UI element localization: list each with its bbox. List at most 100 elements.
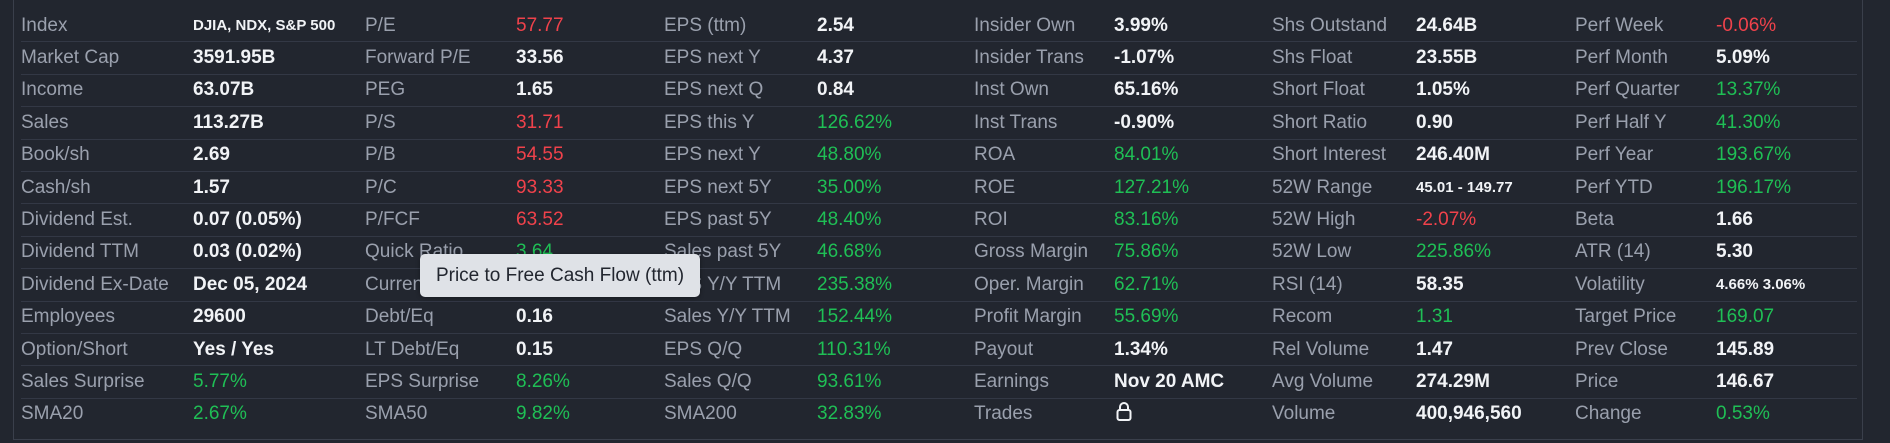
metric-label[interactable]: Short Ratio	[1272, 106, 1416, 140]
metric-label[interactable]: Target Price	[1575, 301, 1716, 334]
metric-value[interactable]: 84.01%	[1114, 139, 1272, 172]
metric-label[interactable]: Forward P/E	[365, 41, 516, 75]
metric-label[interactable]: Market Cap	[21, 41, 193, 75]
metric-value[interactable]: 1.47	[1416, 333, 1575, 367]
metric-value[interactable]: 1.31	[1416, 301, 1575, 334]
metric-value[interactable]: 54.55	[516, 139, 664, 172]
metric-label[interactable]: Shs Outstand	[1272, 10, 1416, 43]
metric-value[interactable]: 5.30	[1716, 236, 1857, 270]
metric-label[interactable]: P/B	[365, 139, 516, 172]
metric-value[interactable]: 274.29M	[1416, 365, 1575, 399]
metric-value[interactable]: 126.62%	[817, 106, 974, 140]
metric-label[interactable]: ATR (14)	[1575, 236, 1716, 270]
metric-value[interactable]: 2.69	[193, 139, 365, 172]
metric-value[interactable]: 2.54	[817, 10, 974, 43]
metric-label[interactable]: Dividend Ex-Date	[21, 268, 193, 302]
metric-label[interactable]: Perf Week	[1575, 10, 1716, 43]
metric-value[interactable]: 93.33	[516, 171, 664, 205]
metric-label[interactable]: Profit Margin	[974, 301, 1114, 334]
metric-value[interactable]: 48.40%	[817, 203, 974, 237]
metric-value[interactable]: -2.07%	[1416, 203, 1575, 237]
metric-label[interactable]: Perf YTD	[1575, 171, 1716, 205]
metric-value[interactable]: 400,946,560	[1416, 403, 1522, 425]
metric-label[interactable]: Sales Y/Y TTM	[664, 301, 817, 334]
metric-value[interactable]: 0.90	[1416, 106, 1575, 140]
metric-label[interactable]: Inst Trans	[974, 106, 1114, 140]
metric-label[interactable]: Trades	[974, 403, 1033, 425]
metric-label[interactable]: Beta	[1575, 203, 1716, 237]
metric-value[interactable]: 8.26%	[516, 365, 664, 399]
metric-label[interactable]: EPS next Q	[664, 74, 817, 108]
metric-label[interactable]: P/C	[365, 171, 516, 205]
metric-label[interactable]: Dividend TTM	[21, 236, 193, 270]
metric-value[interactable]: 48.80%	[817, 139, 974, 172]
metric-label[interactable]: PEG	[365, 74, 516, 108]
metric-value[interactable]: 146.67	[1716, 365, 1857, 399]
metric-label[interactable]: Avg Volume	[1272, 365, 1416, 399]
metric-value[interactable]: 225.86%	[1416, 236, 1575, 270]
metric-label[interactable]: EPS Surprise	[365, 365, 516, 399]
metric-label[interactable]: ROA	[974, 139, 1114, 172]
metric-value[interactable]: 75.86%	[1114, 236, 1272, 270]
metric-value[interactable]: 235.38%	[817, 268, 974, 302]
metric-label[interactable]: Prev Close	[1575, 333, 1716, 367]
metric-label[interactable]: 52W Low	[1272, 236, 1416, 270]
metric-label[interactable]: 52W High	[1272, 203, 1416, 237]
metric-label[interactable]: Inst Own	[974, 74, 1114, 108]
metric-value[interactable]: 24.64B	[1416, 10, 1575, 43]
metric-value[interactable]: 33.56	[516, 41, 664, 75]
metric-value[interactable]: 63.52	[516, 203, 664, 237]
metric-label[interactable]: Recom	[1272, 301, 1416, 334]
metric-value[interactable]: 45.01 - 149.77	[1416, 171, 1575, 205]
metric-value[interactable]: 58.35	[1416, 268, 1575, 302]
metric-label[interactable]: Insider Own	[974, 10, 1114, 43]
metric-value[interactable]: 1.34%	[1114, 333, 1272, 367]
metric-value[interactable]: 1.57	[193, 171, 365, 205]
metric-value[interactable]: 93.61%	[817, 365, 974, 399]
metric-value[interactable]: 169.07	[1716, 301, 1857, 334]
metric-value[interactable]: 55.69%	[1114, 301, 1272, 334]
metric-label[interactable]: EPS this Y	[664, 106, 817, 140]
metric-label[interactable]: Perf Month	[1575, 41, 1716, 75]
metric-label[interactable]: Option/Short	[21, 333, 193, 367]
metric-value[interactable]: 5.77%	[193, 365, 365, 399]
metric-label[interactable]: EPS past 5Y	[664, 203, 817, 237]
metric-value[interactable]: 3.99%	[1114, 10, 1272, 43]
metric-value[interactable]: 31.71	[516, 106, 664, 140]
metric-label[interactable]: Income	[21, 74, 193, 108]
metric-value[interactable]: 3591.95B	[193, 41, 365, 75]
metric-value[interactable]: Yes / Yes	[193, 333, 365, 367]
metric-label[interactable]: LT Debt/Eq	[365, 333, 516, 367]
metric-label[interactable]: SMA50	[365, 403, 428, 425]
metric-label[interactable]: Gross Margin	[974, 236, 1114, 270]
metric-value[interactable]: 29600	[193, 301, 365, 334]
metric-label[interactable]: Perf Half Y	[1575, 106, 1716, 140]
metric-value[interactable]: 1.05%	[1416, 74, 1575, 108]
metric-value[interactable]: -1.07%	[1114, 41, 1272, 75]
metric-value[interactable]: 35.00%	[817, 171, 974, 205]
metric-label[interactable]: EPS (ttm)	[664, 10, 817, 43]
metric-label[interactable]: Shs Float	[1272, 41, 1416, 75]
metric-value[interactable]: 0.15	[516, 333, 664, 367]
metric-label[interactable]: RSI (14)	[1272, 268, 1416, 302]
metric-value[interactable]: 83.16%	[1114, 203, 1272, 237]
lock-icon[interactable]	[1116, 401, 1132, 427]
metric-label[interactable]: ROI	[974, 203, 1114, 237]
metric-value[interactable]: 4.37	[817, 41, 974, 75]
metric-label[interactable]: Sales	[21, 106, 193, 140]
trades-lock[interactable]	[1114, 398, 1272, 430]
metric-value[interactable]: 5.09%	[1716, 41, 1857, 75]
metric-label[interactable]: Rel Volume	[1272, 333, 1416, 367]
metric-value[interactable]: 0.53%	[1716, 403, 1770, 425]
metric-value[interactable]: Dec 05, 2024	[193, 268, 365, 302]
metric-label[interactable]: Perf Year	[1575, 139, 1716, 172]
metric-label[interactable]: Short Float	[1272, 74, 1416, 108]
metric-label[interactable]: Sales Q/Q	[664, 365, 817, 399]
metric-value[interactable]: 113.27B	[193, 106, 365, 140]
metric-label[interactable]: EPS next 5Y	[664, 171, 817, 205]
metric-label[interactable]: Book/sh	[21, 139, 193, 172]
metric-value[interactable]: 0.07 (0.05%)	[193, 203, 365, 237]
metric-value[interactable]: 0.16	[516, 301, 664, 334]
metric-value[interactable]: 152.44%	[817, 301, 974, 334]
metric-value[interactable]: 196.17%	[1716, 171, 1857, 205]
